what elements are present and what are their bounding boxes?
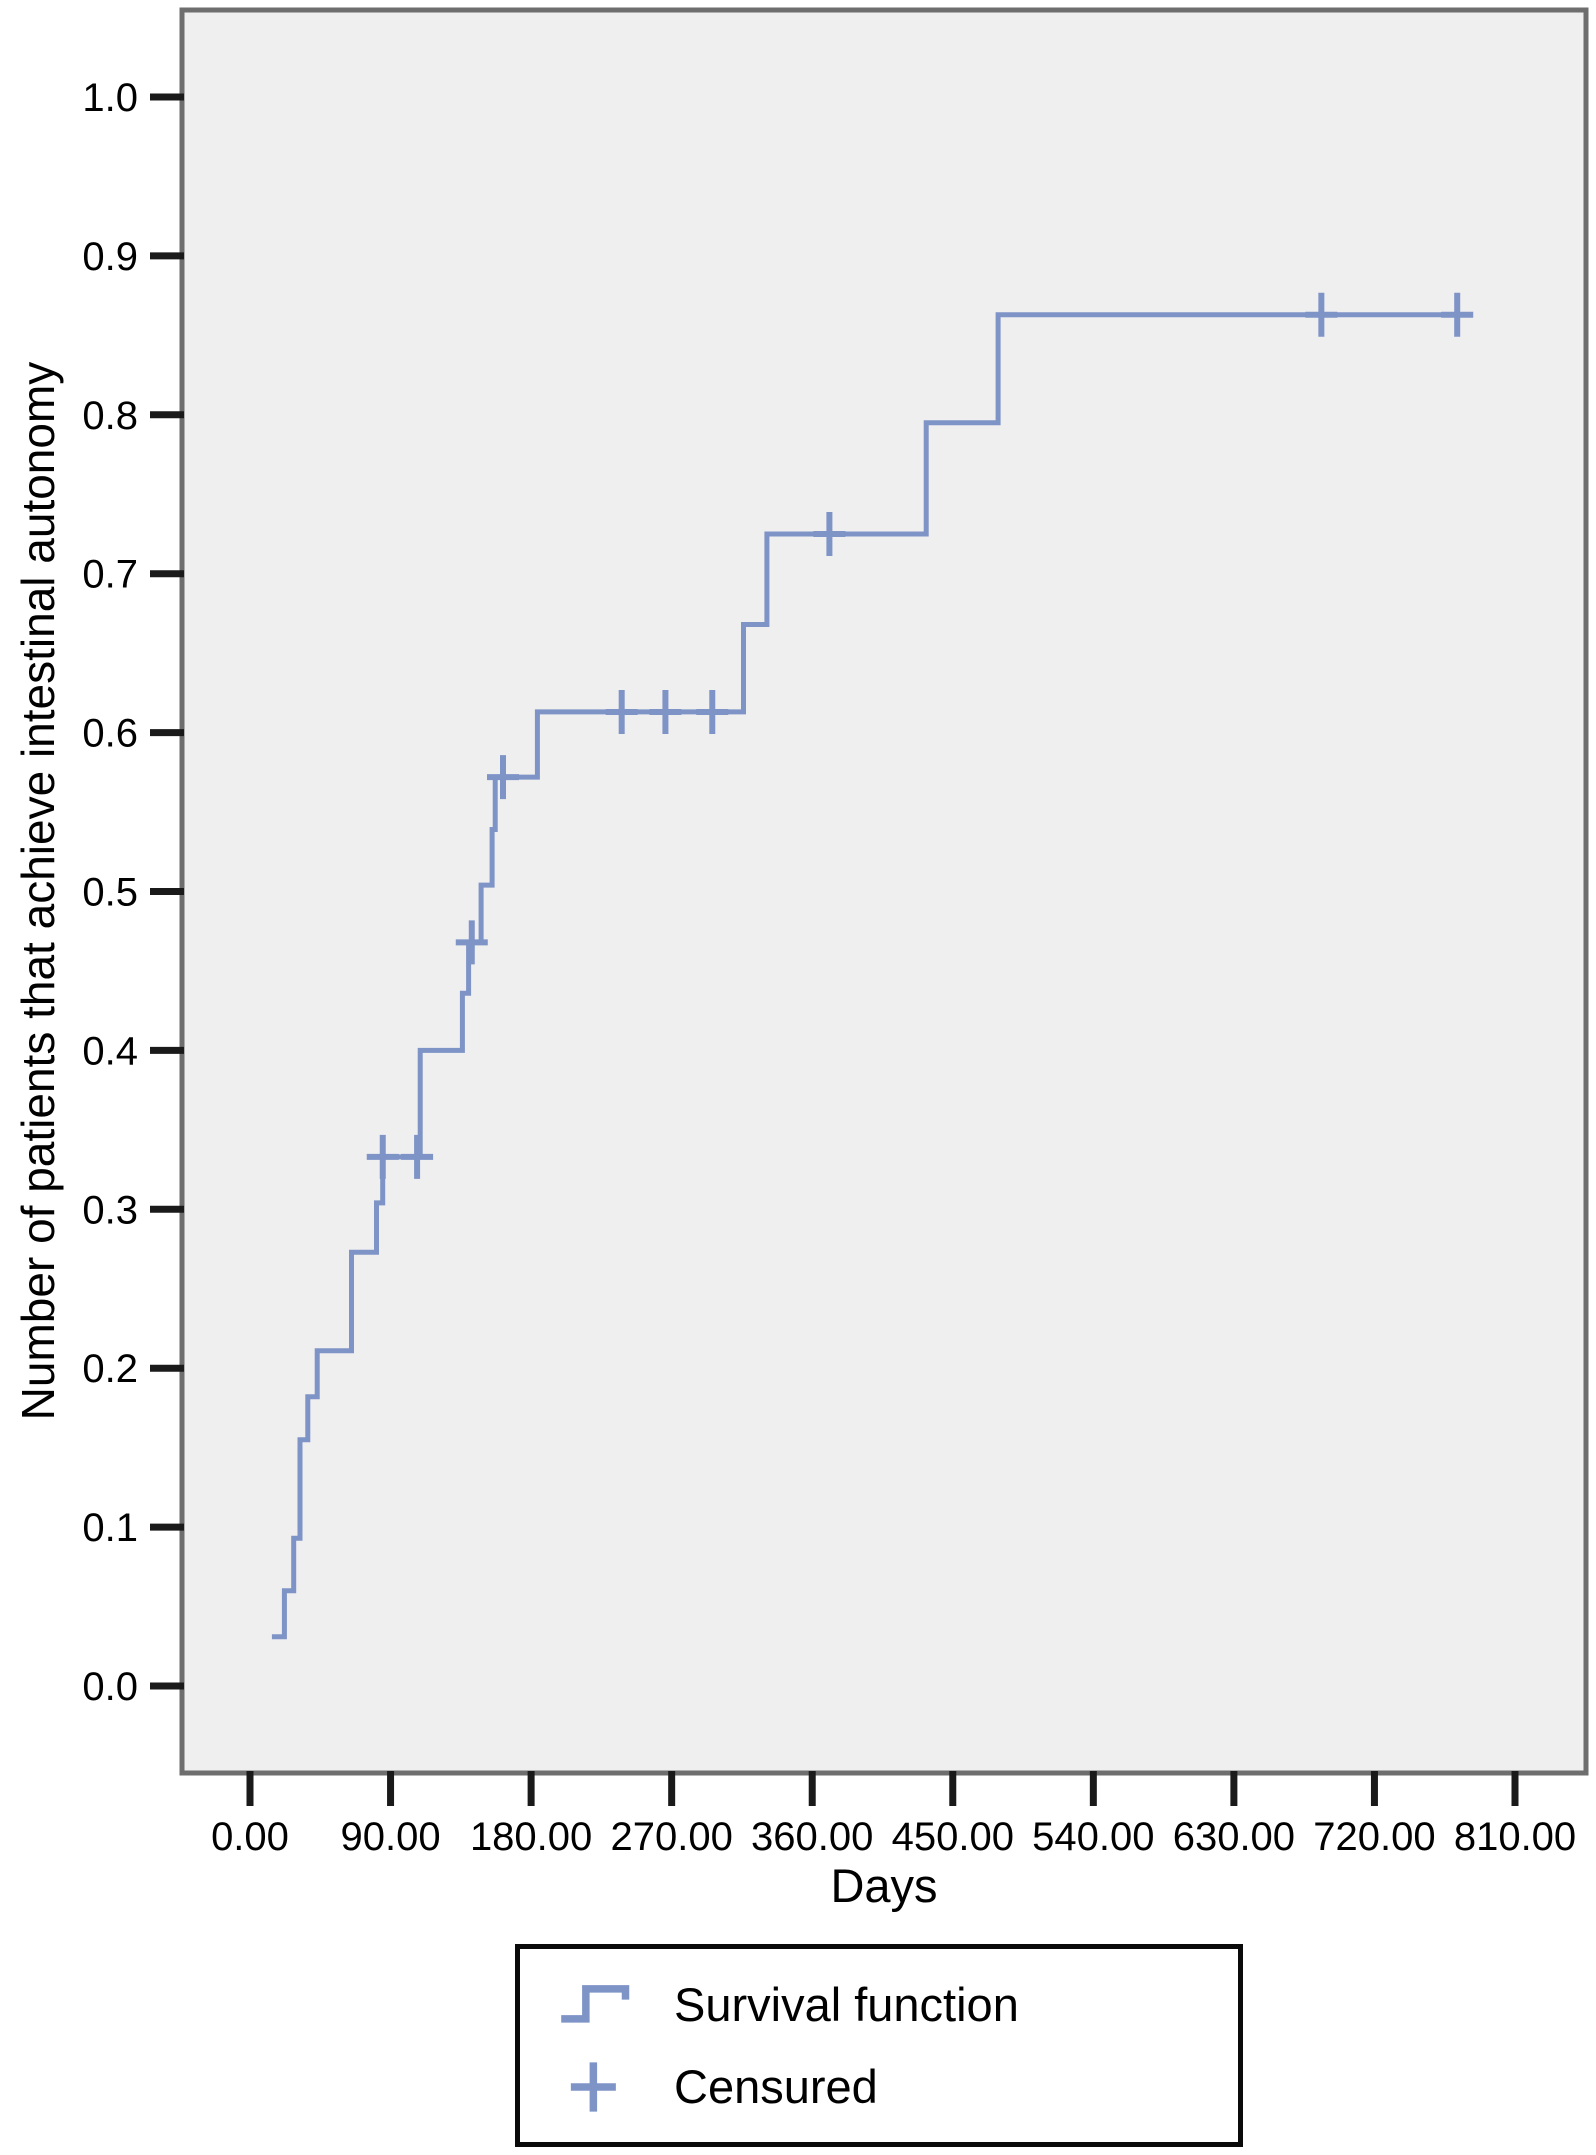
survival-curve xyxy=(271,312,1458,1640)
y-tick-label: 0.0 xyxy=(82,1665,138,1709)
x-tick-label: 540.00 xyxy=(1032,1815,1154,1859)
y-tick-label: 0.7 xyxy=(82,553,138,597)
legend-label-censored: Censured xyxy=(674,2060,878,2113)
y-tick-label: 0.1 xyxy=(82,1506,138,1550)
y-tick-label: 0.2 xyxy=(82,1347,138,1391)
y-tick-label: 0.4 xyxy=(82,1029,138,1073)
y-tick-label: 0.9 xyxy=(82,235,138,279)
x-tick-label: 450.00 xyxy=(892,1815,1014,1859)
x-tick-label: 180.00 xyxy=(470,1815,592,1859)
y-tick-label: 0.3 xyxy=(82,1188,138,1232)
legend-item-censored: Censured xyxy=(558,2059,1238,2115)
x-tick-label: 0.00 xyxy=(211,1815,289,1859)
x-tick-label: 90.00 xyxy=(341,1815,441,1859)
y-tick-label: 0.5 xyxy=(82,871,138,915)
y-tick-label: 1.0 xyxy=(82,76,138,120)
legend-item-survival: Survival function xyxy=(558,1977,1238,2033)
x-tick-label: 720.00 xyxy=(1313,1815,1435,1859)
step-line-icon xyxy=(558,1977,648,2033)
y-axis-title: Number of patients that achieve intestin… xyxy=(12,361,64,1421)
x-tick-label: 360.00 xyxy=(751,1815,873,1859)
y-tick-label: 0.6 xyxy=(82,712,138,756)
x-tick-label: 270.00 xyxy=(610,1815,732,1859)
x-tick-label: 630.00 xyxy=(1173,1815,1295,1859)
plus-icon xyxy=(558,2059,648,2115)
legend: Survival function Censured xyxy=(515,1944,1243,2147)
plot-area xyxy=(179,7,1589,1776)
x-axis-title: Days xyxy=(830,1859,938,1912)
x-tick-label: 810.00 xyxy=(1454,1815,1576,1859)
y-tick-label: 0.8 xyxy=(82,394,138,438)
legend-label-survival: Survival function xyxy=(674,1978,1019,2031)
